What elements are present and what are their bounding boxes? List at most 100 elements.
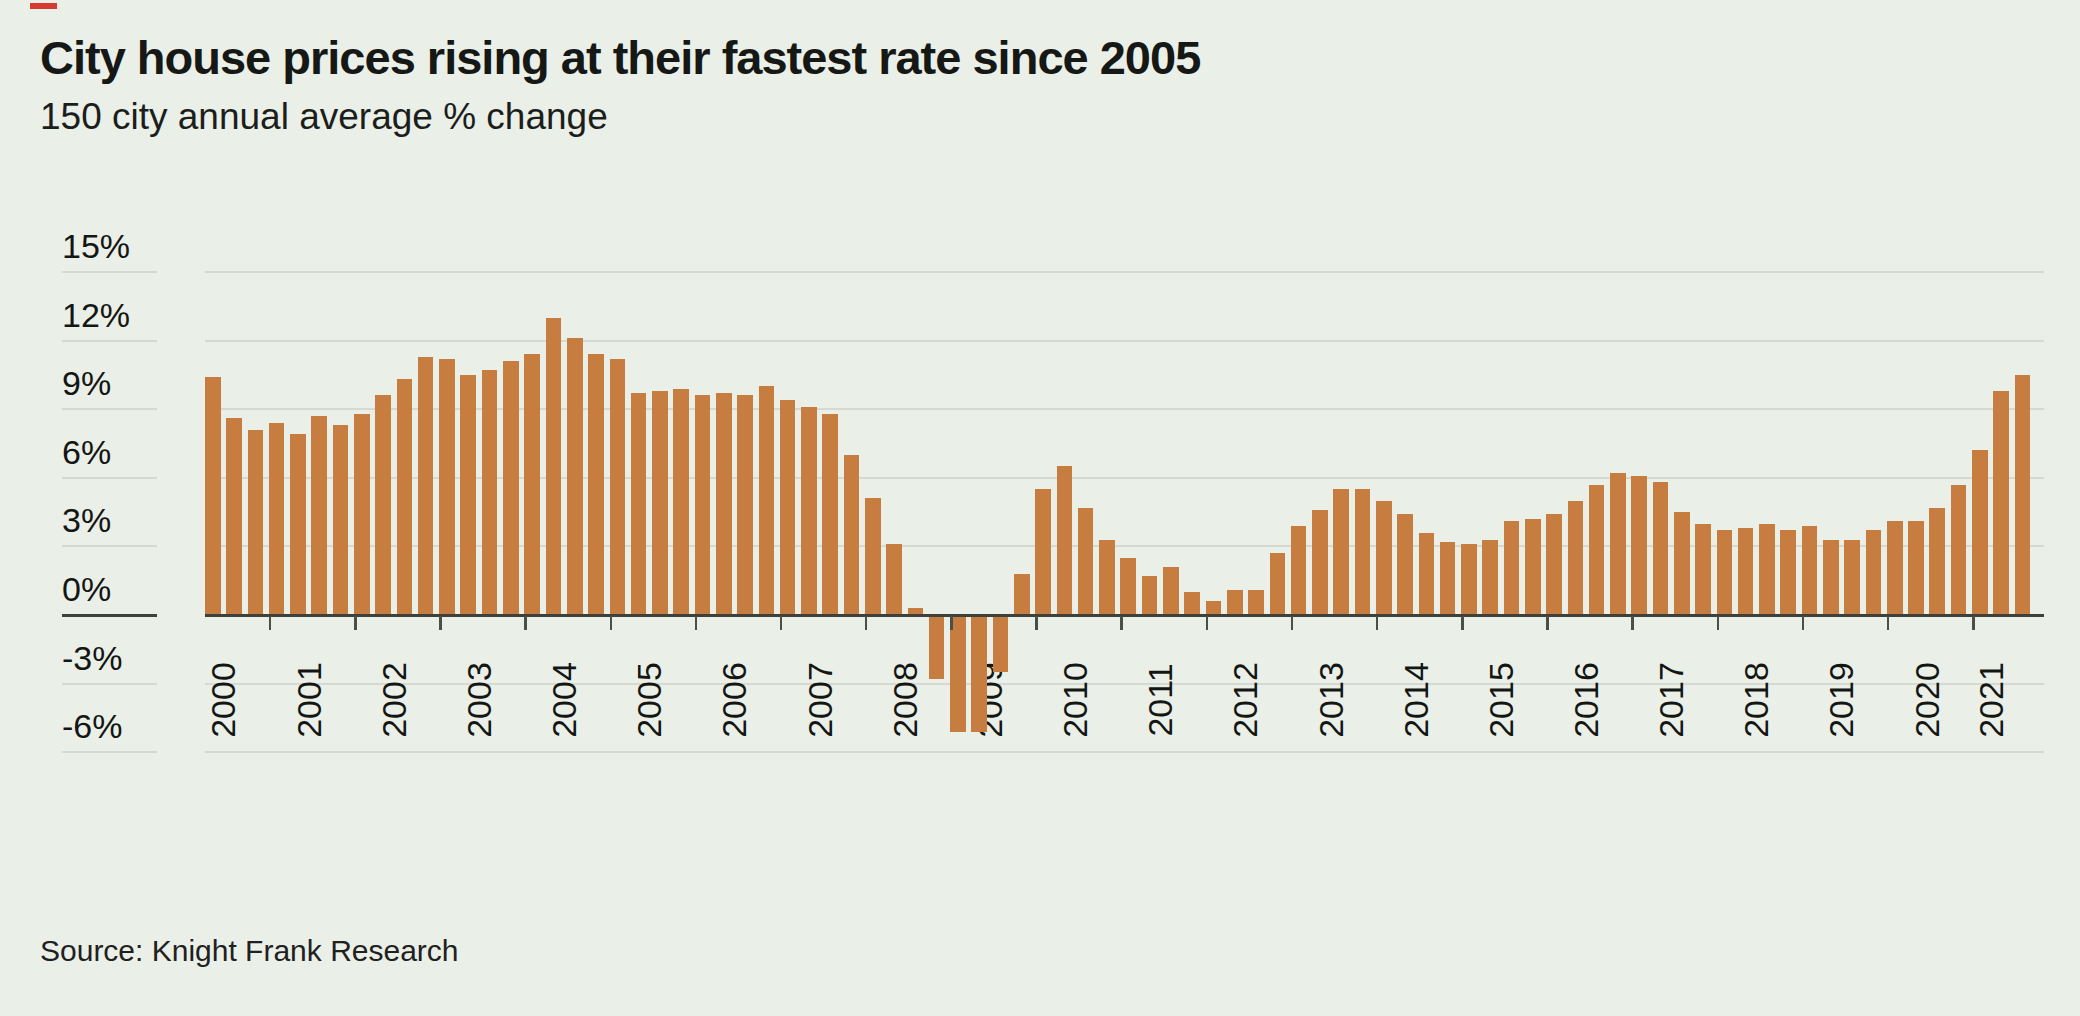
bar-2000-q1 bbox=[205, 377, 221, 615]
x-axis-label-2017: 2017 bbox=[1652, 662, 1691, 738]
bar-2013-q2 bbox=[1333, 489, 1349, 615]
bar-2014-q2 bbox=[1419, 533, 1435, 615]
bar-2011-q1 bbox=[1142, 576, 1158, 615]
x-tick bbox=[1120, 616, 1123, 630]
bar-2009-q1 bbox=[971, 615, 987, 732]
bar-2008-q4 bbox=[950, 615, 966, 732]
x-axis-label-2006: 2006 bbox=[715, 662, 754, 738]
x-axis-label-2018: 2018 bbox=[1737, 662, 1776, 738]
y-axis-label: 0% bbox=[62, 569, 111, 609]
x-tick bbox=[610, 616, 613, 630]
y-gridline-label-segment bbox=[62, 340, 157, 342]
x-tick bbox=[1461, 616, 1464, 630]
bar-2015-q1 bbox=[1482, 540, 1498, 615]
x-tick bbox=[1546, 616, 1549, 630]
bar-2020-q1 bbox=[1908, 521, 1924, 615]
bar-2006-q3 bbox=[759, 386, 775, 615]
bar-2018-q1 bbox=[1738, 528, 1754, 615]
y-axis-line-label-segment bbox=[62, 614, 157, 617]
x-axis-label-2013: 2013 bbox=[1311, 662, 1350, 738]
x-tick bbox=[1376, 616, 1379, 630]
bar-2003-q1 bbox=[460, 375, 476, 615]
y-axis-label: 9% bbox=[62, 363, 111, 403]
x-tick bbox=[950, 616, 953, 630]
bar-2003-q3 bbox=[503, 361, 519, 615]
x-axis-label-2004: 2004 bbox=[545, 662, 584, 738]
bar-2013-q1 bbox=[1312, 510, 1328, 615]
x-axis-label-2019: 2019 bbox=[1822, 662, 1861, 738]
x-axis-label-2014: 2014 bbox=[1396, 662, 1435, 738]
x-tick bbox=[269, 616, 272, 630]
y-axis-label: 3% bbox=[62, 500, 111, 540]
x-axis-label-2011: 2011 bbox=[1141, 663, 1180, 736]
bar-2007-q4 bbox=[865, 498, 881, 615]
bar-2017-q1 bbox=[1653, 482, 1669, 615]
bar-2021-q2 bbox=[2015, 375, 2031, 615]
bar-2010-q3 bbox=[1099, 540, 1115, 615]
bar-2013-q4 bbox=[1376, 501, 1392, 615]
bar-2016-q3 bbox=[1610, 473, 1626, 615]
bar-2021-q1 bbox=[1993, 391, 2009, 615]
bar-2014-q3 bbox=[1440, 542, 1456, 615]
bar-2001-q1 bbox=[290, 434, 306, 615]
bar-2015-q4 bbox=[1546, 514, 1562, 615]
bar-2016-q2 bbox=[1589, 485, 1605, 615]
bar-2019-q2 bbox=[1844, 540, 1860, 615]
bar-2020-q3 bbox=[1951, 485, 1967, 615]
x-tick bbox=[695, 616, 698, 630]
bar-2004-q4 bbox=[610, 359, 626, 615]
bar-2020-q2 bbox=[1929, 508, 1945, 615]
bar-2019-q1 bbox=[1823, 540, 1839, 615]
bar-2012-q3 bbox=[1270, 553, 1286, 615]
bar-2003-q2 bbox=[482, 370, 498, 615]
bar-2003-q4 bbox=[524, 354, 540, 615]
bar-2007-q2 bbox=[822, 414, 838, 615]
x-tick bbox=[354, 616, 357, 630]
bar-2017-q3 bbox=[1695, 524, 1711, 615]
bar-2008-q3 bbox=[929, 615, 945, 679]
bar-2001-q3 bbox=[333, 425, 349, 615]
bar-2005-q3 bbox=[673, 389, 689, 615]
chart-canvas: City house prices rising at their fastes… bbox=[0, 0, 2080, 1016]
y-gridline bbox=[205, 751, 2044, 753]
bar-2016-q4 bbox=[1631, 476, 1647, 615]
x-tick bbox=[524, 616, 527, 630]
bar-2000-q3 bbox=[248, 430, 264, 615]
bar-2005-q1 bbox=[631, 393, 647, 615]
bar-2014-q4 bbox=[1461, 544, 1477, 615]
x-tick bbox=[1206, 616, 1209, 630]
bar-2002-q4 bbox=[439, 359, 455, 615]
bar-2006-q4 bbox=[780, 400, 796, 615]
y-axis-label: -3% bbox=[62, 638, 122, 678]
bar-2020-q4 bbox=[1972, 450, 1988, 615]
x-tick bbox=[1972, 616, 1975, 630]
x-axis-label-2020: 2020 bbox=[1907, 662, 1946, 738]
bar-2012-q1 bbox=[1227, 590, 1243, 615]
x-axis-line bbox=[205, 614, 2044, 617]
x-axis-label-2021: 2021 bbox=[1971, 662, 2010, 738]
y-axis-label: 12% bbox=[62, 295, 130, 335]
y-gridline bbox=[205, 271, 2044, 273]
x-axis-label-2000: 2000 bbox=[204, 662, 243, 738]
bar-2011-q4 bbox=[1206, 601, 1222, 615]
y-axis-label: 6% bbox=[62, 432, 111, 472]
bar-2018-q3 bbox=[1780, 530, 1796, 615]
bar-2019-q4 bbox=[1887, 521, 1903, 615]
bar-2018-q4 bbox=[1802, 526, 1818, 615]
bar-2010-q4 bbox=[1120, 558, 1136, 615]
y-gridline-label-segment bbox=[62, 408, 157, 410]
bar-2001-q2 bbox=[311, 416, 327, 615]
x-tick bbox=[1631, 616, 1634, 630]
bar-2001-q4 bbox=[354, 414, 370, 615]
y-gridline bbox=[205, 340, 2044, 342]
x-axis-label-2008: 2008 bbox=[885, 662, 924, 738]
x-axis-label-2010: 2010 bbox=[1056, 662, 1095, 738]
bar-2015-q3 bbox=[1525, 519, 1541, 615]
y-gridline-label-segment bbox=[62, 477, 157, 479]
x-tick bbox=[780, 616, 783, 630]
bar-2019-q3 bbox=[1866, 530, 1882, 615]
x-axis-label-2015: 2015 bbox=[1481, 662, 1520, 738]
bar-2007-q3 bbox=[844, 455, 860, 615]
bar-2015-q2 bbox=[1504, 521, 1520, 615]
x-axis-label-2007: 2007 bbox=[800, 662, 839, 738]
